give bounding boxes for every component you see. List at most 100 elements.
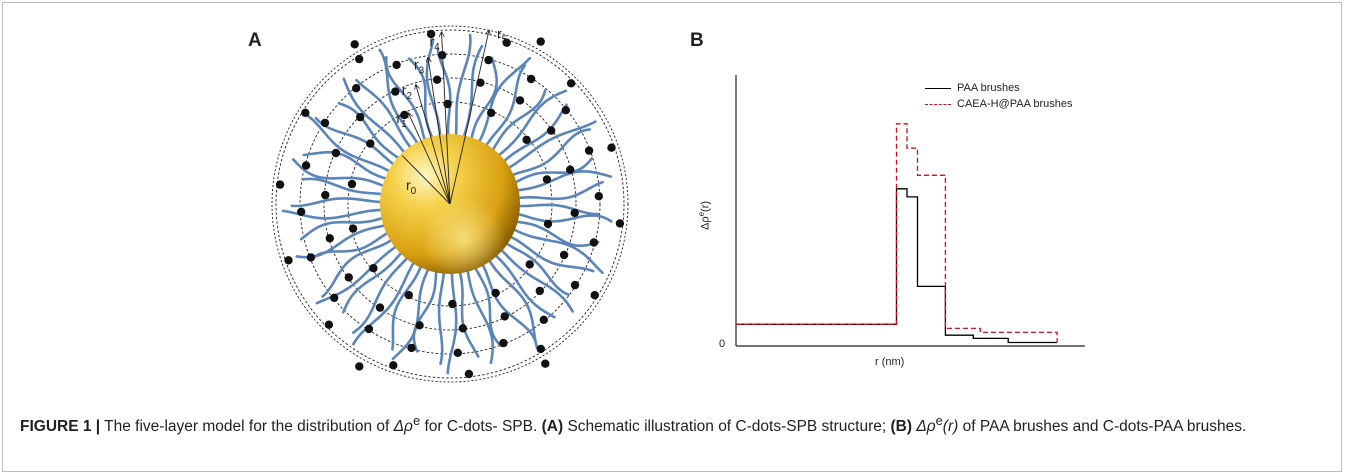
brush-chain [352,260,416,346]
figure-caption: FIGURE 1 | The five-layer model for the … [20,413,1247,436]
brush-chain [305,114,392,173]
brush-chain [470,56,499,141]
c-dot [415,321,424,330]
c-dot [275,180,285,189]
brush-chain [504,241,570,296]
panel-b-letter: B [690,30,704,51]
c-dot [566,165,575,174]
radius-arrows [401,30,489,205]
chart-legend: PAA brushes CAEA-H@PAA brushes [925,80,1073,112]
radius-label-0: r0 [406,177,417,197]
radius-arrow-5 [449,30,489,205]
legend-swatch-dashed [925,103,951,105]
brush-chain [321,238,394,298]
brush-chain [502,103,568,164]
brush-chain [351,256,410,334]
legend-label-paa: PAA brushes [957,82,1020,94]
c-dot [547,126,556,135]
c-dot [615,219,625,228]
brush-chain [515,170,613,192]
c-dot [389,361,398,370]
c-dot [330,293,339,302]
brush-chain [290,197,384,208]
c-dot [448,299,457,309]
brush-chain [480,262,536,341]
brush-chain [508,235,595,273]
c-dot [375,303,385,312]
legend-label-caea: CAEA-H@PAA brushes [957,98,1073,110]
brush-chain [314,116,396,167]
c-dot [476,78,485,87]
legend-item-paa: PAA brushes [925,80,1073,96]
c-dot [487,108,496,118]
density-profile-chart [735,75,1085,347]
c-dot [589,238,599,247]
c-dot [391,87,400,96]
c-dot [331,148,341,158]
c-dot [432,75,442,84]
brush-chain [436,47,452,138]
c-dot [484,55,493,65]
c-dot [369,264,378,273]
layer-ring-2 [323,77,577,331]
brush-chain [342,250,404,314]
layer-ring-4 [275,29,625,379]
c-dot [559,250,569,260]
brush-chain [516,212,613,223]
brush-chain [458,270,480,358]
c-dot [536,37,545,46]
c-dot [325,234,334,243]
radius-arrow-1 [408,113,451,205]
brush-chain [490,89,547,152]
panel-a-letter: A [248,30,262,51]
c-dot [525,260,534,269]
brush-chain [513,157,594,184]
radius-label-5: r5 [497,25,508,45]
polymer-brushes [281,33,613,375]
c-dot [526,74,536,84]
y-axis-label: Δρe(r) [697,200,712,230]
series-line-1 [736,123,1058,343]
c-dot [499,338,508,348]
c-dot [392,60,401,70]
brush-chain [384,55,427,143]
c-dot [320,118,330,128]
c-dot [566,79,576,88]
c-dot [541,359,550,368]
c-dot [366,139,375,148]
series-line-0 [736,188,1058,344]
brush-chain [516,203,600,216]
brush-chain [412,269,438,353]
c-dot [491,288,500,298]
c-dots [275,29,625,379]
c-dot [522,135,531,144]
radius-arrow-3 [428,58,451,205]
c-dot [594,192,603,201]
c-dot [324,320,334,329]
chart-series [736,123,1058,344]
c-dot [350,40,359,49]
c-dot [404,290,413,300]
c-dot [561,106,570,115]
c-dot [543,219,553,229]
c-dot [355,54,364,64]
brush-chain [466,268,495,365]
brush-chain [484,64,526,148]
radius-arrow-4 [442,32,451,205]
c-dot [344,273,353,282]
c-dot [502,38,511,47]
c-dot [347,179,357,189]
c-dot [355,362,364,371]
x-axis-label: r (nm) [875,356,905,368]
brush-chain [446,270,458,375]
brush-chain [337,102,401,160]
c-dot [536,344,545,354]
brush-chain [473,265,502,347]
c-dot [584,146,594,155]
c-dot [515,96,525,105]
radius-label-4: r4 [430,33,441,53]
brush-chain [425,38,442,138]
c-dot [542,175,552,184]
